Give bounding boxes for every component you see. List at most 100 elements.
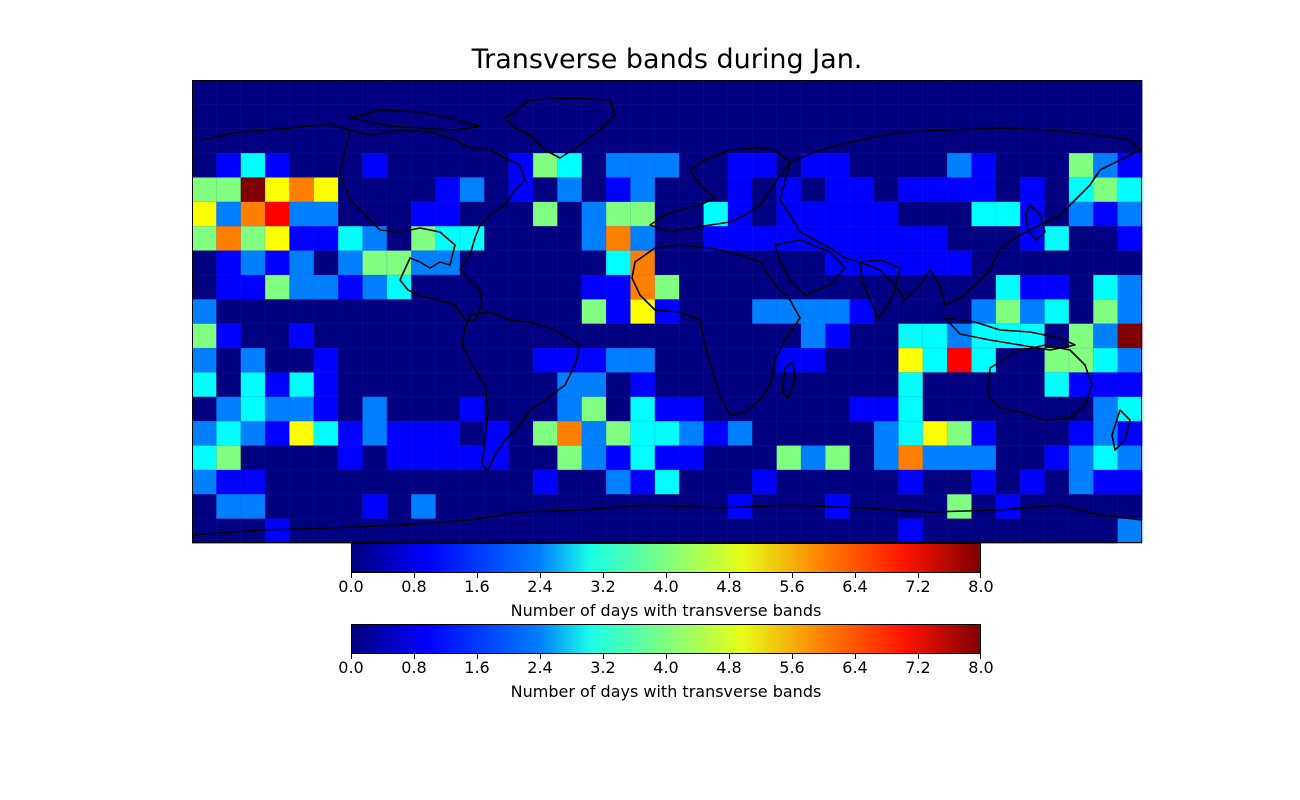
heatmap-cell xyxy=(630,299,656,325)
heatmap-cell xyxy=(800,177,826,203)
heatmap-cell xyxy=(313,518,339,544)
map-frame xyxy=(192,80,1142,543)
heatmap-cell xyxy=(1068,518,1094,544)
colorbar-tick-label: 2.4 xyxy=(527,658,553,677)
heatmap-cell xyxy=(216,445,242,471)
heatmap-cell xyxy=(1117,299,1143,325)
heatmap-cell xyxy=(1068,299,1094,325)
coastline-india xyxy=(859,259,901,319)
heatmap-cell xyxy=(265,518,290,544)
heatmap-cell xyxy=(752,469,778,495)
colorbar-tick xyxy=(918,654,919,659)
heatmap-cell xyxy=(362,274,388,300)
heatmap-cell xyxy=(825,128,851,154)
heatmap-cell xyxy=(386,494,412,520)
heatmap-cell xyxy=(435,177,461,203)
heatmap-cell xyxy=(898,372,924,398)
heatmap-cell xyxy=(752,153,778,178)
heatmap-cell xyxy=(508,494,534,520)
heatmap-cell xyxy=(898,323,924,349)
heatmap-cell xyxy=(995,274,1021,300)
heatmap-cell xyxy=(947,250,972,276)
heatmap-cell xyxy=(898,177,924,203)
heatmap-cell xyxy=(874,348,899,373)
heatmap-cell xyxy=(1020,80,1045,105)
heatmap-cell xyxy=(508,396,534,422)
heatmap-cell xyxy=(1044,80,1070,105)
heatmap-cell xyxy=(289,396,315,422)
heatmap-cell xyxy=(1044,396,1070,422)
heatmap-cell xyxy=(484,323,510,349)
heatmap-cell xyxy=(289,128,315,154)
colorbar-tick xyxy=(603,573,604,578)
heatmap-cell xyxy=(557,177,583,203)
heatmap-cell xyxy=(265,494,290,520)
heatmap-cell xyxy=(338,80,363,105)
heatmap-cell xyxy=(216,372,242,398)
heatmap-cell xyxy=(1020,396,1045,422)
heatmap-cell xyxy=(898,226,924,251)
heatmap-cell xyxy=(557,80,583,105)
heatmap-cell xyxy=(435,274,461,300)
heatmap-cell xyxy=(825,274,851,300)
heatmap-cell xyxy=(947,445,972,471)
heatmap-cell xyxy=(703,226,729,251)
heatmap-cell xyxy=(313,494,339,520)
heatmap-cell xyxy=(703,518,729,544)
heatmap-cell xyxy=(922,226,948,251)
heatmap-cell xyxy=(1044,201,1070,227)
heatmap-cell xyxy=(971,177,997,203)
heatmap-cell xyxy=(533,274,558,300)
heatmap-cell xyxy=(849,469,875,495)
heatmap-cell xyxy=(240,250,266,276)
heatmap-cell xyxy=(459,80,485,105)
heatmap-cell xyxy=(654,518,680,544)
heatmap-cell xyxy=(849,299,875,325)
heatmap-cell xyxy=(411,104,436,130)
heatmap-cell xyxy=(192,250,217,276)
colorbar-tick xyxy=(414,654,415,659)
heatmap-cell xyxy=(581,250,607,276)
heatmap-cell xyxy=(1044,518,1070,544)
heatmap-cell xyxy=(411,348,436,373)
heatmap-cell xyxy=(849,348,875,373)
heatmap-cell xyxy=(411,421,436,446)
heatmap-cell xyxy=(679,104,704,130)
heatmap-cell xyxy=(654,153,680,178)
heatmap-cell xyxy=(386,518,412,544)
heatmap-cell xyxy=(1044,104,1070,130)
heatmap-cell xyxy=(192,153,217,178)
heatmap-cell xyxy=(1093,445,1119,471)
heatmap-cell xyxy=(533,177,558,203)
heatmap-cell xyxy=(922,153,948,178)
heatmap-cell xyxy=(1044,128,1070,154)
heatmap-cell xyxy=(265,80,290,105)
colorbar-tick xyxy=(855,654,856,659)
colorbar-tick-label: 8.0 xyxy=(968,577,994,596)
heatmap-cell xyxy=(1068,153,1094,178)
heatmap-cell xyxy=(289,177,315,203)
heatmap-cell xyxy=(922,445,948,471)
heatmap-cell xyxy=(654,274,680,300)
colorbar-tick-label: 4.8 xyxy=(716,577,742,596)
heatmap-cell xyxy=(679,323,704,349)
heatmap-cell xyxy=(265,396,290,422)
heatmap-cell xyxy=(606,372,631,398)
heatmap-cell xyxy=(508,469,534,495)
heatmap-cell xyxy=(362,348,388,373)
heatmap-cell xyxy=(752,323,778,349)
heatmap-cell xyxy=(313,421,339,446)
heatmap-cell xyxy=(752,250,778,276)
heatmap-cell xyxy=(240,445,266,471)
heatmap-cell xyxy=(313,396,339,422)
heatmap-cell xyxy=(1117,274,1143,300)
heatmap-cell xyxy=(557,104,583,130)
heatmap-cell xyxy=(679,445,704,471)
coastline-arabia xyxy=(774,239,846,296)
heatmap-cell xyxy=(1020,128,1045,154)
heatmap-cell xyxy=(776,518,802,544)
heatmap-cell xyxy=(338,250,363,276)
heatmap-cell xyxy=(630,104,656,130)
heatmap-cell xyxy=(995,128,1021,154)
heatmap-cell xyxy=(922,348,948,373)
